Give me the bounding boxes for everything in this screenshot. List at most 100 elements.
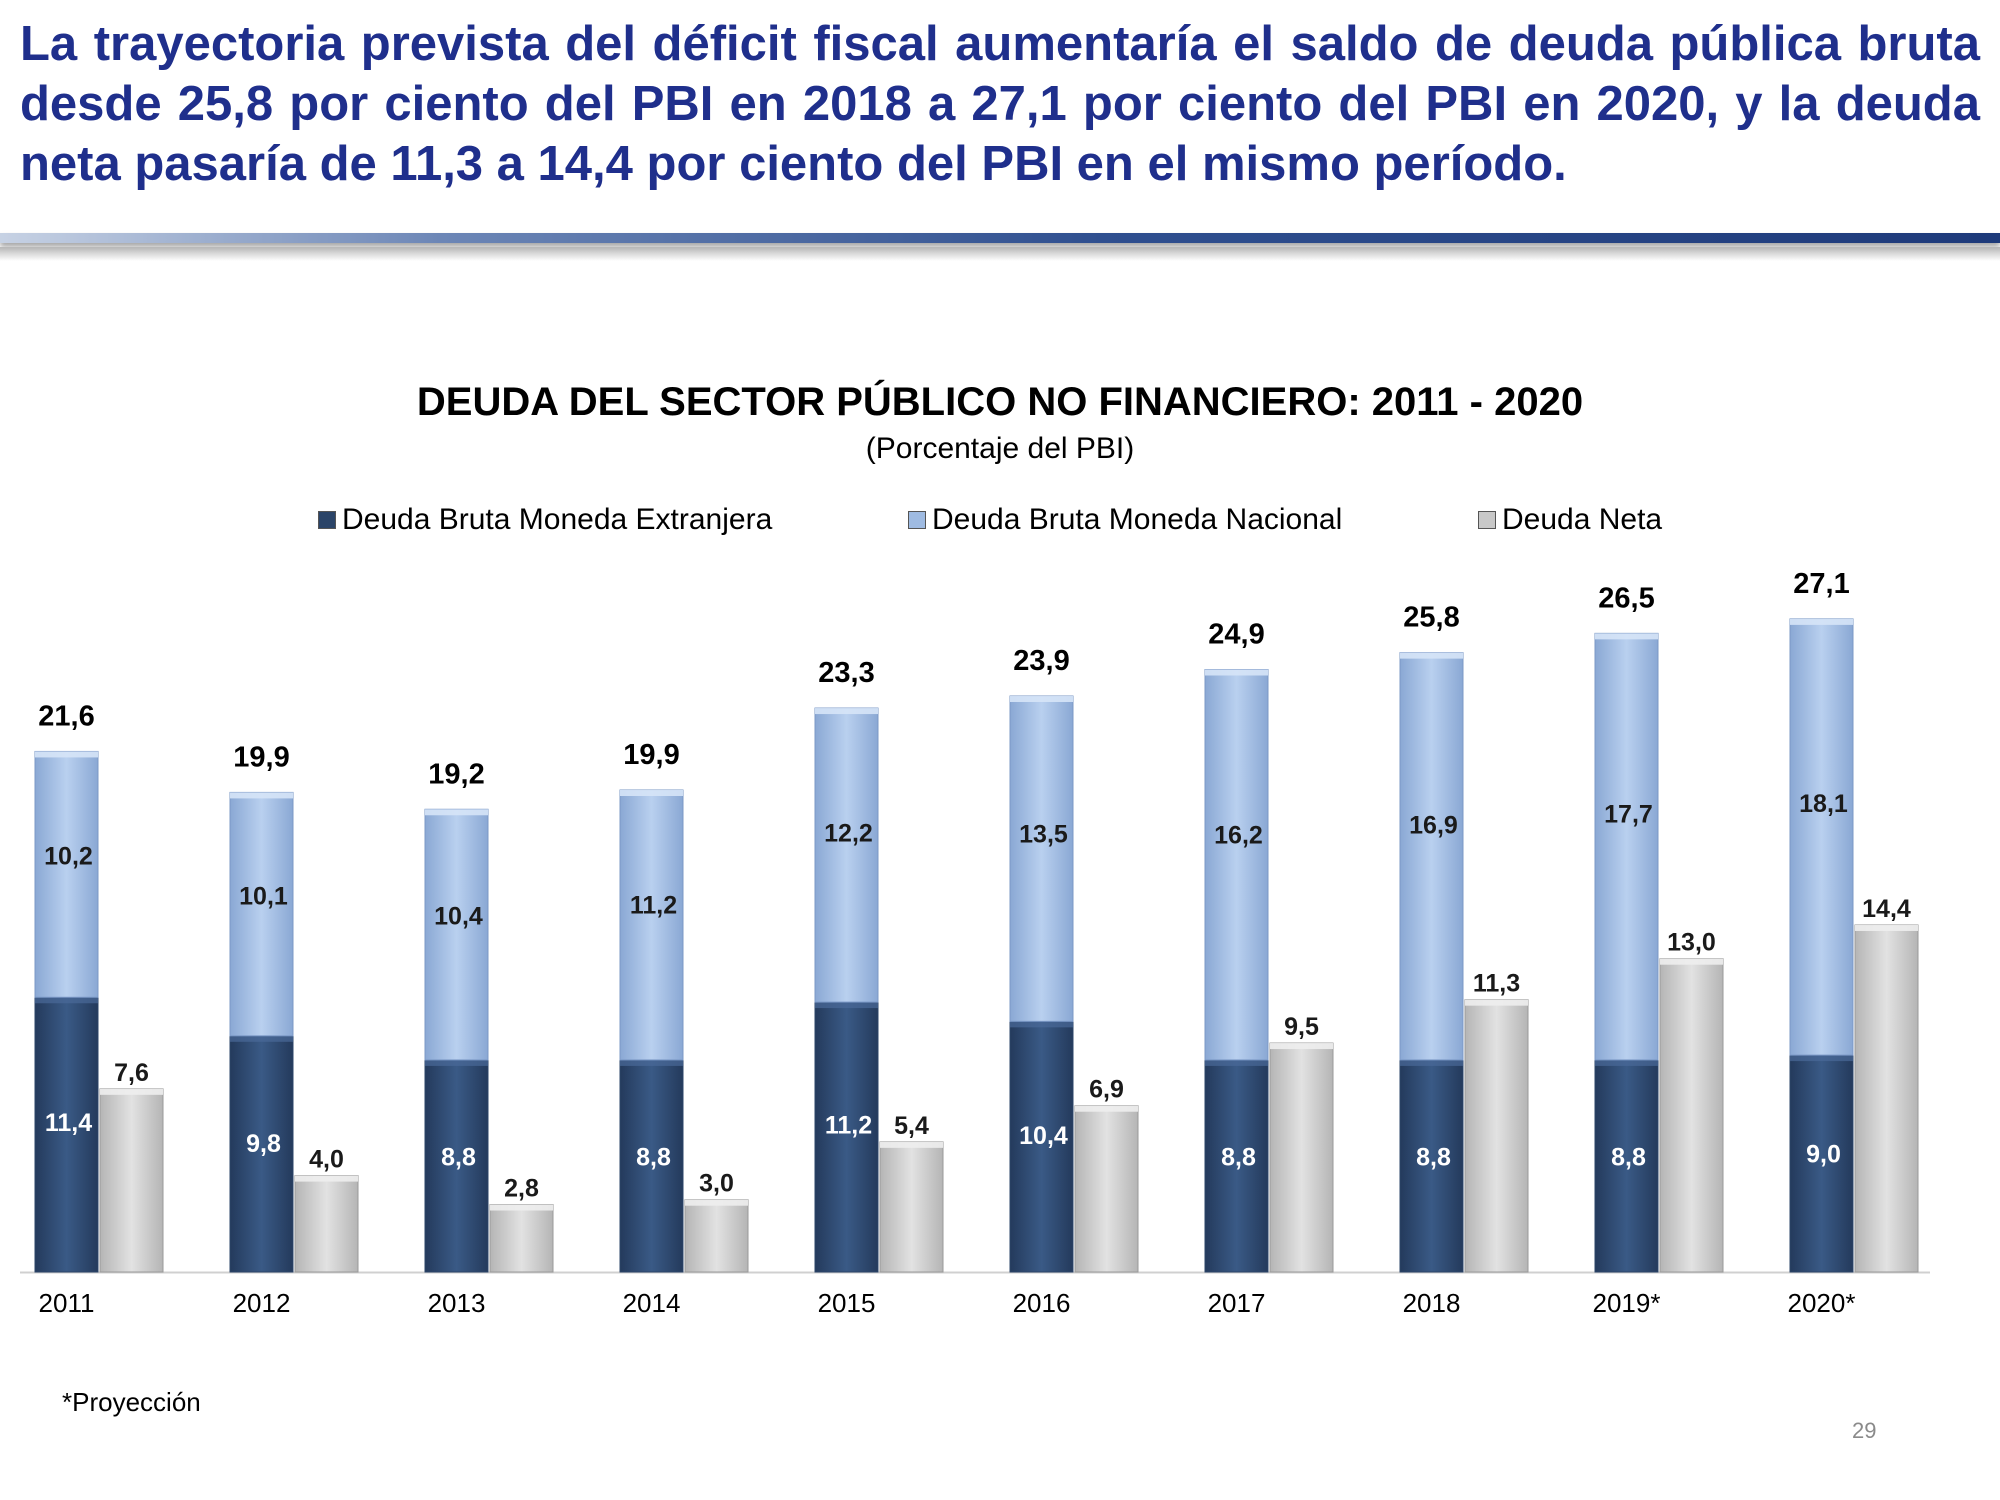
bar-neta [489,1204,554,1273]
bar-nacional [1594,632,1659,1061]
data-label-extranjera: 11,2 [825,1112,872,1140]
bar-extranjera-cap [1595,1059,1658,1066]
x-tick-label: 2019* [1593,1288,1661,1318]
bar-extranjera [1789,1054,1854,1273]
bar-nacional [1789,618,1854,1056]
bar-neta [1074,1105,1139,1273]
data-label-total: 27,1 [1793,568,1849,600]
page-number: 29 [1852,1418,1877,1443]
bar-extranjera [1399,1059,1464,1273]
data-label-total: 19,9 [233,741,289,773]
bar-extranjera-cap [1010,1021,1073,1028]
data-label-neta: 7,6 [114,1059,149,1087]
data-label-total: 25,8 [1403,602,1459,634]
bar-extranjera-cap [620,1059,683,1066]
bar-nacional-cap [230,792,293,799]
bar-nacional-cap [35,751,98,758]
bar-neta [99,1088,164,1273]
bar-neta-cap [100,1088,163,1095]
x-tick-label: 2020* [1788,1288,1856,1318]
bar-neta [879,1141,944,1273]
bar-neta-cap [1075,1105,1138,1112]
data-label-extranjera: 8,8 [1611,1143,1646,1171]
data-label-total: 26,5 [1598,582,1654,614]
bar-nacional-cap [425,809,488,816]
bar-neta-cap [1855,924,1918,931]
data-label-neta: 2,8 [504,1175,539,1203]
data-label-extranjera: 8,8 [441,1143,476,1171]
bar-neta [1269,1042,1334,1273]
data-label-nacional: 12,2 [824,820,873,848]
data-label-neta: 11,3 [1473,970,1520,998]
data-label-neta: 5,4 [894,1112,929,1140]
bar-nacional-cap [1790,618,1853,625]
bar-nacional-cap [1595,633,1658,640]
data-label-total: 23,9 [1013,645,1069,677]
data-label-extranjera: 8,8 [636,1143,671,1171]
bar-neta-cap [1465,999,1528,1006]
bar-neta [1464,999,1529,1273]
data-label-nacional: 10,1 [239,883,288,911]
bar-extranjera [814,1001,879,1273]
legend-swatch-nacional [908,511,926,529]
chart-title: DEUDA DEL SECTOR PÚBLICO NO FINANCIERO: … [416,380,1584,424]
bar-nacional [1204,669,1269,1061]
x-tick-label: 2016 [1013,1288,1071,1318]
bar-nacional-cap [620,790,683,796]
header-divider [0,233,2000,243]
legend-swatch-extranjera [318,511,336,529]
bar-extranjera-cap [425,1059,488,1066]
data-label-neta: 4,0 [309,1146,344,1174]
bar-neta-cap [880,1141,943,1148]
bar-extranjera-cap [1205,1059,1268,1066]
data-label-neta: 13,0 [1667,929,1716,957]
legend-label-neta: Deuda Neta [1502,503,1663,536]
bar-extranjera-cap [230,1035,293,1042]
bar-extranjera [34,996,99,1273]
x-tick-label: 2012 [233,1288,291,1318]
data-label-extranjera: 11,4 [45,1109,92,1137]
bar-neta-cap [685,1199,748,1206]
bar-nacional [424,808,489,1061]
chart-legend: Deuda Bruta Moneda Extranjera Deuda Brut… [318,500,1718,540]
data-label-total: 24,9 [1208,619,1264,651]
bar-extranjera-cap [35,997,98,1004]
bar-extranjera [619,1059,684,1273]
bar-nacional-cap [815,708,878,715]
data-label-neta: 6,9 [1089,1076,1124,1104]
bar-extranjera-cap [1790,1055,1853,1062]
data-label-extranjera: 9,8 [246,1130,281,1158]
bar-neta [1854,924,1919,1273]
x-tick-label: 2011 [39,1288,95,1318]
data-label-nacional: 17,7 [1604,801,1653,829]
data-label-nacional: 10,2 [44,843,93,871]
bar-extranjera [229,1035,294,1273]
chart-subtitle: (Porcentaje del PBI) [865,432,1135,465]
data-label-nacional: 18,1 [1799,790,1848,818]
data-label-nacional: 11,2 [630,891,677,919]
legend-label-extranjera: Deuda Bruta Moneda Extranjera [342,503,773,536]
data-label-total: 21,6 [38,700,94,732]
debt-stacked-bar-chart: 11,4 10,2 7,6 21,6 2011 9,8 10,1 4,0 19,9 2012 8,8… [20,568,1930,1318]
legend-item-neta: Deuda Neta [1478,500,1662,540]
data-label-total: 19,2 [428,758,484,790]
data-label-neta: 9,5 [1284,1013,1319,1041]
bar-nacional [1009,695,1074,1022]
headline: La trayectoria prevista del déficit fisc… [20,17,1980,191]
x-tick-label: 2013 [428,1288,486,1318]
legend-item-nacional: Deuda Bruta Moneda Nacional [908,500,1342,540]
data-label-nacional: 16,2 [1214,821,1263,849]
bar-neta-cap [490,1204,553,1211]
bar-extranjera-cap [1400,1059,1463,1066]
data-label-extranjera: 10,4 [1019,1122,1068,1150]
bar-nacional [34,750,99,998]
x-tick-label: 2018 [1403,1288,1461,1318]
data-label-nacional: 10,4 [434,903,483,931]
bar-neta-cap [295,1175,358,1182]
bar-nacional [619,789,684,1061]
legend-item-extranjera: Deuda Bruta Moneda Extranjera [318,500,772,540]
data-label-neta: 14,4 [1862,895,1911,923]
bar-nacional [1399,652,1464,1061]
bar-nacional [814,707,879,1003]
bar-extranjera [1009,1020,1074,1273]
